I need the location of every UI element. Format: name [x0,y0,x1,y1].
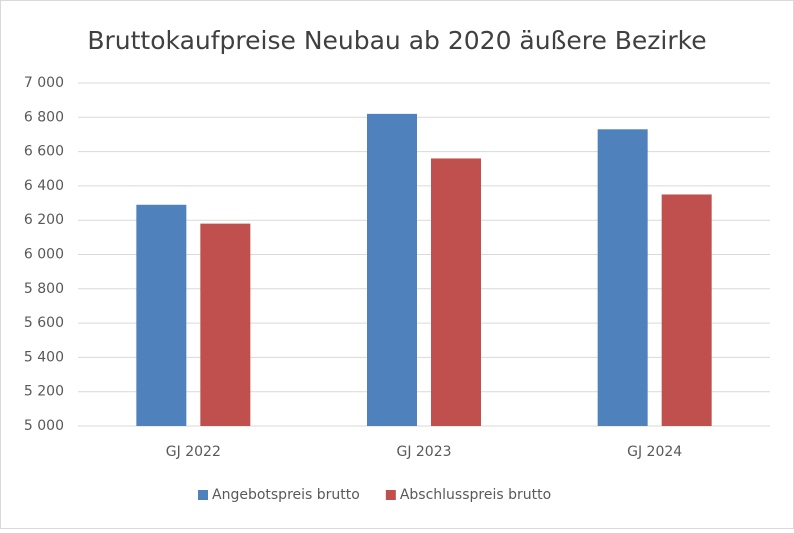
legend-swatch [385,490,396,500]
legend-label: Abschlusspreis brutto [400,487,551,503]
y-tick-label: 6 600 [24,144,64,160]
chart-title: Bruttokaufpreise Neubau ab 2020 äußere B… [87,26,706,55]
y-tick-label: 6 800 [24,109,64,125]
y-tick-label: 5 400 [24,349,64,365]
bar [661,194,712,426]
bar [136,204,187,426]
x-tick-label: GJ 2024 [627,444,682,460]
x-tick-label: GJ 2023 [396,444,451,460]
legend-label: Angebotspreis brutto [212,487,360,503]
bar [597,129,648,426]
y-tick-label: 6 200 [24,212,64,228]
bar [200,223,251,426]
y-tick-label: 6 400 [24,178,64,194]
legend-swatch [198,490,208,500]
bar [367,113,417,427]
y-tick-label: 5 800 [24,281,64,297]
bar [431,158,481,426]
y-tick-label: 5 600 [24,315,64,331]
y-tick-label: 6 000 [24,247,64,263]
y-tick-label: 7 000 [24,75,64,91]
y-tick-label: 5 200 [24,384,64,400]
y-tick-label: 5 000 [24,418,64,434]
x-tick-label: GJ 2022 [166,444,221,460]
